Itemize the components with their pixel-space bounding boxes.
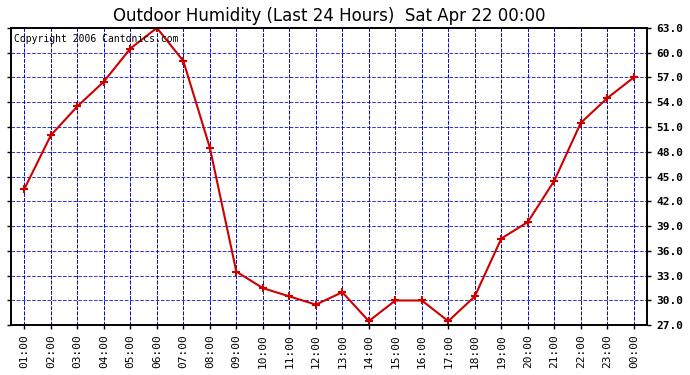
Text: Copyright 2006 Cantonics.com: Copyright 2006 Cantonics.com bbox=[14, 34, 179, 44]
Title: Outdoor Humidity (Last 24 Hours)  Sat Apr 22 00:00: Outdoor Humidity (Last 24 Hours) Sat Apr… bbox=[113, 7, 545, 25]
